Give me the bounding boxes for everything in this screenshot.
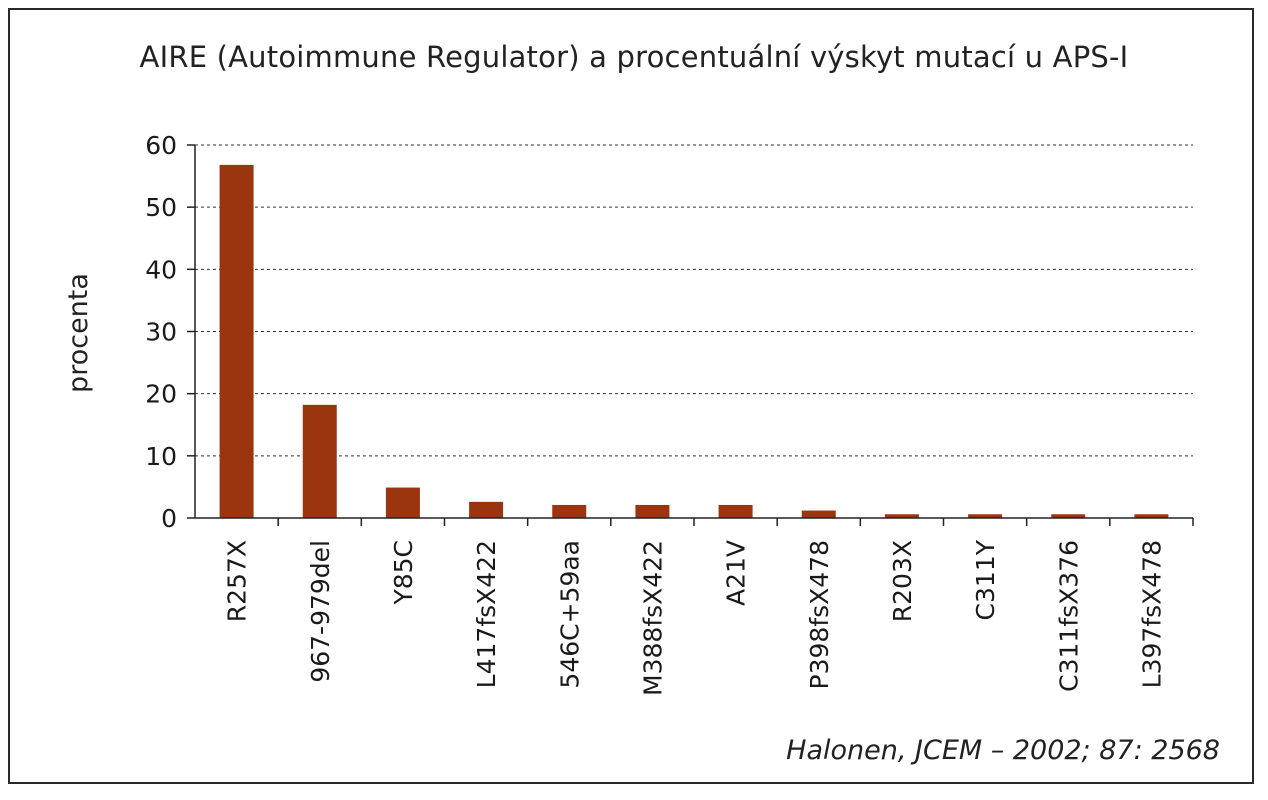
x-tick-label: M388fsX422	[638, 540, 667, 696]
bar-967-979del	[302, 404, 337, 518]
x-tick-label: Y85C	[389, 540, 418, 606]
x-tick-label: L417fsX422	[472, 540, 501, 688]
chart-title: AIRE (Autoimmune Regulator) a procentuál…	[139, 40, 1129, 74]
y-tick-label: 20	[145, 380, 177, 409]
gridlines	[195, 144, 1193, 457]
bars	[219, 164, 1169, 519]
bar-c311y	[968, 514, 1003, 518]
y-tick-label: 10	[145, 442, 177, 471]
x-tick-label: A21V	[722, 540, 751, 606]
y-tick-label: 0	[161, 504, 177, 533]
y-tick-label: 50	[145, 193, 177, 222]
y-axis-label: procenta	[63, 273, 94, 393]
x-tick-label: R203X	[888, 540, 917, 622]
bar-546c-59aa	[552, 504, 587, 518]
y-tick-label: 30	[145, 318, 177, 347]
x-tick-label: C311fsX376	[1054, 540, 1083, 692]
source-citation: Halonen, JCEM – 2002; 87: 2568	[786, 735, 1220, 766]
y-tick-label: 60	[145, 131, 177, 160]
bar-c311fsx376	[1051, 514, 1086, 518]
y-tick-label: 40	[145, 255, 177, 284]
axes	[187, 144, 1194, 526]
y-tick-labels: 0 10 20 30 40 50 60	[145, 131, 177, 533]
x-tick-label: C311Y	[971, 539, 1000, 620]
bar-r257x	[219, 164, 254, 519]
x-tick-label: R257X	[223, 540, 252, 622]
bar-m388fsx422	[635, 504, 670, 518]
x-tick-labels: R257X 967-979del Y85C L417fsX422 546C+59aa M3…	[223, 539, 1167, 696]
bar-y85c	[385, 487, 420, 518]
bar-l397fsx478	[1134, 514, 1169, 518]
chart-frame	[8, 8, 1254, 784]
x-tick-label: P398fsX478	[805, 540, 834, 689]
bar-r203x	[884, 514, 919, 518]
bar-l417fsx422	[469, 501, 504, 518]
x-tick-label: 967-979del	[306, 540, 335, 683]
x-tick-label: L397fsX478	[1137, 540, 1166, 688]
bar-p398fsx478	[801, 510, 836, 518]
bar-a21v	[718, 504, 753, 518]
x-tick-label: 546C+59aa	[555, 540, 584, 689]
